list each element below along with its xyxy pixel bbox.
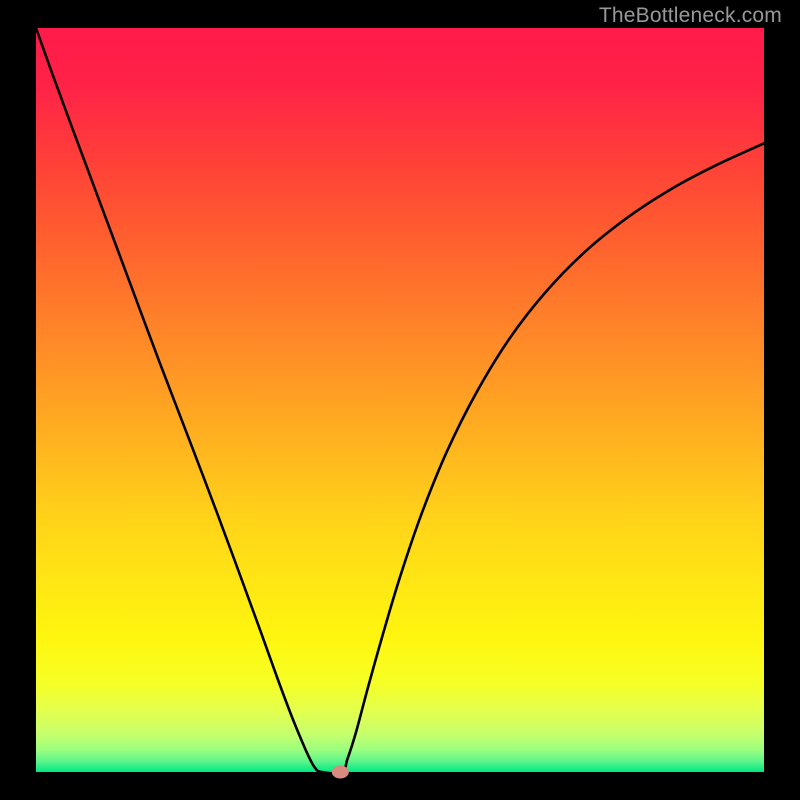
watermark-text: TheBottleneck.com xyxy=(599,4,782,28)
curve-minimum-marker xyxy=(332,766,348,778)
plot-background xyxy=(36,28,764,772)
chart-frame: TheBottleneck.com xyxy=(0,0,800,800)
bottleneck-chart xyxy=(0,0,800,800)
